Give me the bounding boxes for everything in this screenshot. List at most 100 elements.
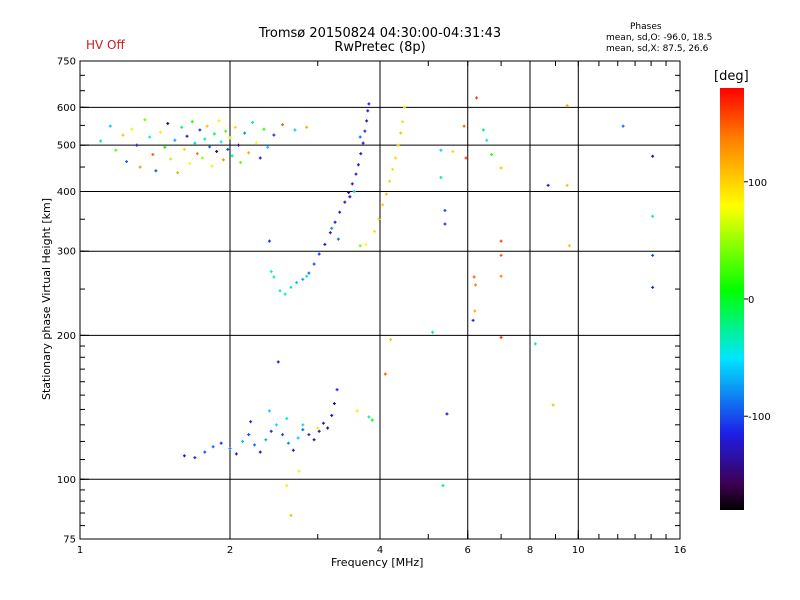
data-point (565, 104, 569, 108)
data-point (312, 262, 316, 266)
data-point (243, 131, 247, 135)
axes: 1 2 4 6 8 10 16 75 100 200 300 400 500 600 750 (57, 57, 686, 557)
data-point (546, 183, 550, 187)
data-point (336, 237, 340, 241)
data-point (176, 171, 180, 175)
data-point (276, 360, 280, 364)
data-point (332, 402, 336, 406)
data-point (367, 415, 371, 419)
data-point (651, 253, 655, 257)
data-point (190, 120, 194, 124)
data-point (188, 161, 192, 165)
data-point (289, 285, 293, 289)
data-point (247, 433, 251, 437)
data-point (264, 438, 268, 442)
data-point (198, 128, 202, 132)
data-point (321, 421, 325, 425)
data-point (281, 123, 285, 127)
data-point (258, 450, 262, 454)
data-point (451, 149, 455, 153)
data-point (291, 448, 295, 452)
data-point (364, 242, 368, 246)
data-point (251, 120, 255, 124)
data-point (381, 203, 385, 207)
data-point (208, 145, 212, 149)
data-point (384, 192, 388, 196)
data-point (305, 274, 309, 278)
colorbar-gradient (720, 88, 744, 510)
data-point (312, 438, 316, 442)
data-point (272, 275, 276, 279)
data-point (473, 309, 477, 313)
data-point (651, 154, 655, 158)
data-point (358, 135, 362, 139)
data-point (358, 244, 362, 248)
data-point (211, 445, 215, 449)
data-point (370, 418, 374, 422)
data-point (228, 136, 232, 140)
data-point (283, 292, 287, 296)
data-point (367, 102, 371, 106)
data-point (130, 127, 134, 131)
hv-status-label: HV Off (86, 38, 125, 52)
data-point (307, 433, 311, 437)
data-point (219, 140, 223, 144)
data-point (365, 119, 369, 123)
data-point (148, 135, 152, 139)
data-point (301, 423, 305, 427)
x-tick-label: 1 (77, 545, 83, 556)
data-point (441, 484, 445, 488)
data-point (217, 119, 221, 123)
data-point (443, 222, 447, 226)
data-point (169, 157, 173, 161)
data-point (221, 158, 225, 162)
y-tick-label: 400 (57, 187, 76, 198)
data-point (565, 183, 569, 187)
data-point (163, 145, 167, 149)
data-point (143, 118, 147, 122)
data-point (377, 217, 381, 221)
data-point (403, 105, 407, 109)
data-point (399, 131, 403, 135)
data-point (275, 423, 279, 427)
x-tick-label: 8 (527, 545, 533, 556)
data-point (326, 426, 330, 430)
data-point (193, 141, 197, 145)
data-point (389, 338, 393, 342)
data-point (481, 128, 485, 132)
data-point (621, 124, 625, 128)
data-point (317, 252, 321, 256)
data-point (464, 156, 468, 160)
data-point (388, 179, 392, 183)
colorbar-unit-label: [deg] (714, 69, 749, 84)
data-point (472, 275, 476, 279)
data-point (267, 239, 271, 243)
data-point (121, 133, 125, 137)
data-point (373, 229, 377, 233)
data-point (135, 143, 139, 147)
data-point (296, 436, 300, 440)
data-point (391, 167, 395, 171)
data-point (439, 175, 443, 179)
x-tick-label: 16 (674, 545, 687, 556)
data-point (253, 443, 257, 447)
data-points (99, 96, 655, 517)
data-point (651, 285, 655, 289)
data-point (267, 409, 271, 413)
data-point (343, 200, 347, 204)
x-axis-label: Frequency [MHz] (331, 556, 424, 569)
y-tick-label: 600 (57, 103, 76, 114)
x-tick-label: 2 (227, 545, 233, 556)
data-point (108, 124, 112, 128)
data-point (401, 120, 405, 124)
data-point (333, 220, 337, 224)
data-point (226, 147, 230, 151)
phases-o-stats: mean, sd,O: -96.0, 18.5 (606, 33, 713, 43)
data-point (394, 156, 398, 160)
y-tick-label: 200 (57, 331, 76, 342)
data-point (490, 153, 494, 157)
data-point (269, 429, 273, 433)
data-point (352, 189, 356, 193)
data-point (228, 446, 232, 450)
data-point (247, 151, 251, 155)
